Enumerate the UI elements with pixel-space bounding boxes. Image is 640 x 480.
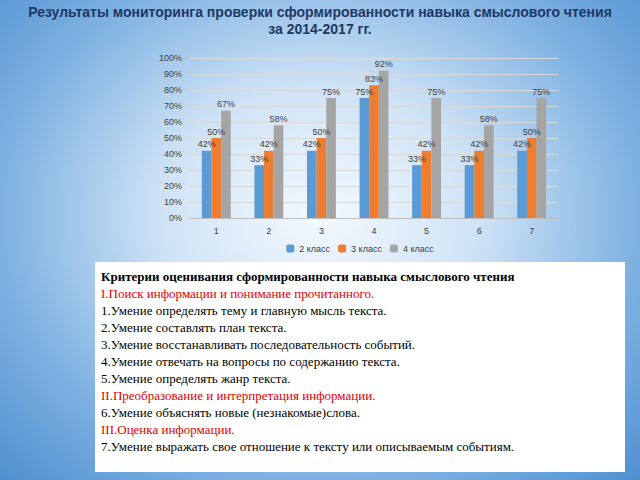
- html-text:7.Умение выражать свое отношен: 7.Умение выражать свое отношение к текст…: [101, 439, 515, 454]
- svg-text:6: 6: [477, 226, 482, 236]
- svg-text:10%: 10%: [164, 197, 182, 207]
- svg-text:70%: 70%: [164, 101, 182, 111]
- html-text:1.Умение определять тему и гла: 1.Умение определять тему и главную мысль…: [101, 303, 387, 318]
- svg-text:0%: 0%: [169, 213, 182, 223]
- svg-text:58%: 58%: [480, 114, 498, 124]
- svg-text:42%: 42%: [260, 139, 278, 149]
- svg-text:50%: 50%: [523, 127, 541, 137]
- svg-text:83%: 83%: [365, 74, 383, 84]
- svg-text:80%: 80%: [164, 85, 182, 95]
- svg-text:33%: 33%: [408, 154, 426, 164]
- svg-text:2 класс: 2 класс: [299, 244, 330, 254]
- svg-text:100%: 100%: [159, 53, 182, 63]
- svg-text:75%: 75%: [427, 87, 445, 97]
- html-text:3.Умение восстанавливать после: 3.Умение восстанавливать последовательно…: [101, 337, 416, 352]
- html-text:II.Преобразование и интерпрета: II.Преобразование и интерпретация информ…: [101, 388, 376, 403]
- svg-text:90%: 90%: [164, 69, 182, 79]
- html-text:6.Умение объяснять новые (незн: 6.Умение объяснять новые (незнакомые)сло…: [101, 405, 360, 420]
- svg-text:42%: 42%: [513, 139, 531, 149]
- svg-text:33%: 33%: [250, 154, 268, 164]
- svg-text:42%: 42%: [418, 139, 436, 149]
- svg-text:50%: 50%: [164, 133, 182, 143]
- svg-text:33%: 33%: [460, 154, 478, 164]
- svg-text:1: 1: [214, 226, 219, 236]
- svg-text:7: 7: [529, 226, 534, 236]
- svg-text:50%: 50%: [312, 127, 330, 137]
- svg-text:40%: 40%: [164, 149, 182, 159]
- svg-text:75%: 75%: [322, 87, 340, 97]
- svg-text:30%: 30%: [164, 165, 182, 175]
- svg-text:50%: 50%: [207, 127, 225, 137]
- svg-text:58%: 58%: [269, 114, 287, 124]
- html-text:4.Умение отвечать на вопросы п: 4.Умение отвечать на вопросы по содержан…: [101, 354, 400, 369]
- svg-text:3: 3: [319, 226, 324, 236]
- svg-text:42%: 42%: [303, 139, 321, 149]
- svg-text:75%: 75%: [355, 87, 373, 97]
- html-text:2.Умение составлять план текст: 2.Умение составлять план текста.: [101, 320, 287, 335]
- html-text:5.Умение определять жанр текст: 5.Умение определять жанр текста.: [101, 371, 291, 386]
- svg-text:67%: 67%: [217, 99, 235, 109]
- html-text:Критерии оценивания сформирова: Критерии оценивания сформированности нав…: [101, 269, 515, 284]
- svg-text:92%: 92%: [375, 59, 393, 69]
- svg-text:4: 4: [371, 226, 376, 236]
- svg-text:42%: 42%: [470, 139, 488, 149]
- svg-text:5: 5: [424, 226, 429, 236]
- svg-text:20%: 20%: [164, 181, 182, 191]
- html-text:Результаты мониторинга проверк: Результаты мониторинга проверки сформиро…: [28, 4, 612, 37]
- svg-text:3 класс: 3 класс: [351, 244, 382, 254]
- svg-text:42%: 42%: [198, 139, 216, 149]
- svg-text:60%: 60%: [164, 117, 182, 127]
- svg-text:75%: 75%: [532, 87, 550, 97]
- html-text:III.Оценка информации.: III.Оценка информации.: [101, 422, 235, 437]
- html-text:I.Поиск информации и понимание: I.Поиск информации и понимание прочитанн…: [101, 286, 375, 301]
- svg-text:4 класс: 4 класс: [403, 244, 434, 254]
- svg-text:2: 2: [266, 226, 271, 236]
